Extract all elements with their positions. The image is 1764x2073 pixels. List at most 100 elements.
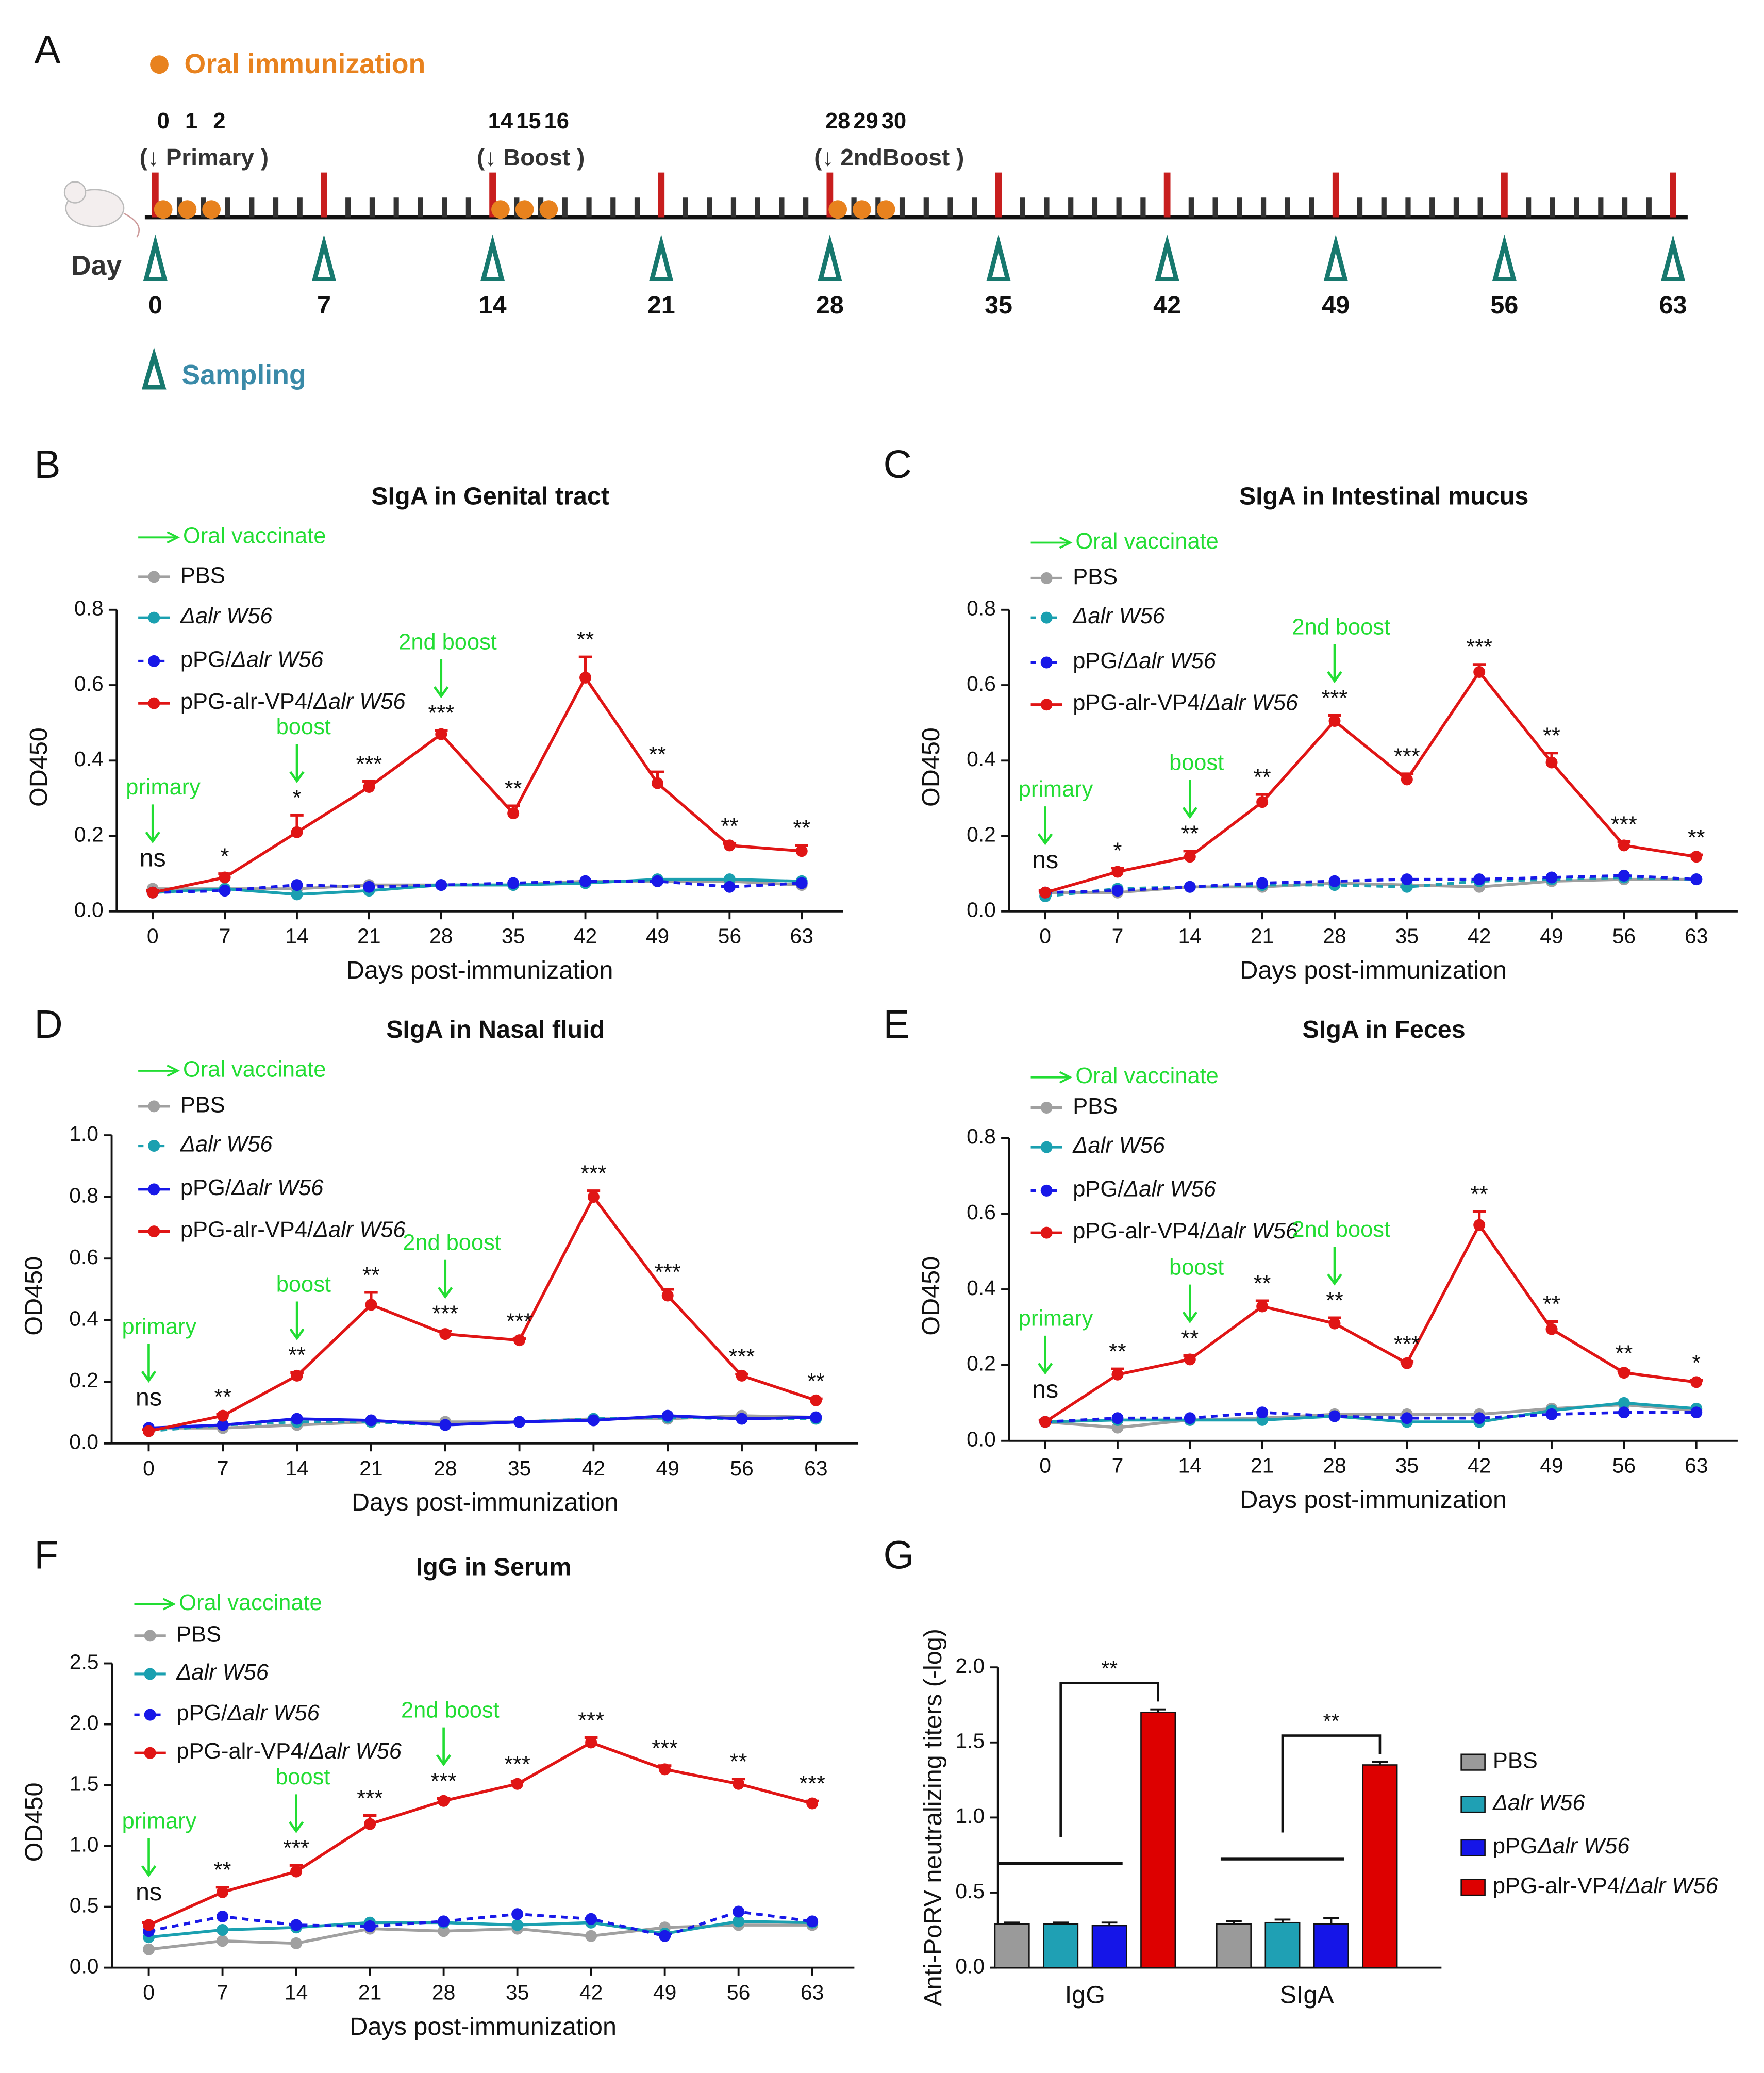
y-tick-label: 0.8 — [967, 596, 996, 620]
y-tick-label: 2.0 — [955, 1654, 985, 1678]
chart-title: SIgA in Genital tract — [371, 482, 609, 510]
event-label: primary — [1019, 777, 1093, 802]
significance-label: ** — [1109, 1339, 1126, 1364]
bar — [1216, 1923, 1252, 1968]
y-tick-label: 1.0 — [69, 1122, 98, 1146]
event-arrow — [145, 804, 160, 843]
data-point — [513, 1334, 526, 1347]
x-tick-label: 35 — [506, 1981, 529, 2004]
event-label: primary — [122, 1809, 197, 1834]
data-point — [1328, 875, 1341, 887]
data-point — [435, 728, 447, 740]
legend-marker — [1040, 656, 1053, 669]
data-point — [1039, 1416, 1052, 1428]
legend-marker — [1040, 1226, 1053, 1239]
event-arrow — [1037, 806, 1053, 845]
panel-label: G — [884, 1533, 914, 1577]
legend-marker — [144, 1747, 156, 1759]
error-bar — [1101, 1921, 1118, 1926]
data-point — [1473, 873, 1486, 886]
x-tick-label: 35 — [1395, 1454, 1419, 1478]
data-point — [1690, 1376, 1703, 1388]
data-point — [651, 777, 663, 789]
legend-text: PBS — [180, 563, 225, 588]
x-tick-label: 0 — [143, 1456, 155, 1480]
series-line — [148, 1740, 813, 1927]
legend-text: Oral vaccinate — [1075, 1064, 1218, 1088]
event-label: 2nd boost — [403, 1231, 501, 1255]
event-label: 2nd boost — [1292, 1217, 1390, 1242]
significance-label: ** — [214, 1858, 231, 1883]
data-point — [511, 1919, 524, 1931]
x-tick-label: 42 — [582, 1456, 605, 1480]
data-point — [1111, 866, 1124, 878]
data-point — [1184, 851, 1196, 863]
immunization-day: 30 — [881, 109, 906, 134]
x-tick-label: 28 — [429, 924, 453, 948]
x-tick-label: 56 — [1612, 1454, 1636, 1478]
data-point — [795, 845, 808, 857]
series-line — [148, 1194, 817, 1433]
x-axis-title: Days post-immunization — [1240, 956, 1507, 984]
legend-text: PBS — [1073, 565, 1118, 589]
x-tick-label: 63 — [801, 1981, 824, 2004]
data-point — [587, 1414, 600, 1427]
legend-text: pPG-alr-VP4/Δalr W56 — [180, 1218, 406, 1242]
significance-label: ** — [214, 1385, 231, 1409]
day-label: 28 — [816, 291, 844, 319]
event-label: boost — [275, 1765, 330, 1789]
sampling-triangle — [1660, 234, 1686, 282]
x-tick-label: 0 — [1039, 1454, 1051, 1478]
data-point — [217, 1886, 229, 1898]
legend-marker — [148, 571, 160, 583]
y-tick-label: 0.6 — [967, 1200, 996, 1224]
legend-arrowhead — [1059, 536, 1073, 549]
error-bar — [1226, 1920, 1242, 1925]
data-point — [1256, 877, 1269, 889]
x-tick-label: 35 — [1395, 924, 1419, 948]
immunization-day: 1 — [185, 109, 197, 134]
day-label: 49 — [1322, 291, 1350, 319]
legend-marker — [1040, 1184, 1053, 1197]
series-line — [153, 880, 802, 894]
event-arrow — [438, 1259, 453, 1299]
y-tick-label: 0.4 — [74, 747, 104, 771]
data-point — [217, 1923, 229, 1936]
immunization-dot — [876, 200, 895, 219]
data-point — [513, 1416, 526, 1428]
legend-swatch — [1460, 1839, 1486, 1856]
legend-text: Δalr W56 — [176, 1660, 269, 1685]
day-label: 56 — [1490, 291, 1518, 319]
legend-marker — [148, 1225, 160, 1238]
legend-text: pPG/Δalr W56 — [180, 648, 324, 672]
x-axis-title: Days post-immunization — [350, 2013, 617, 2041]
data-point — [579, 671, 592, 684]
data-point — [438, 1925, 450, 1937]
significance-label: * — [221, 844, 229, 869]
data-point — [810, 1411, 822, 1423]
data-point — [733, 1905, 745, 1918]
day-label: 63 — [1659, 291, 1687, 319]
x-tick-label: 49 — [1540, 924, 1563, 948]
x-tick-label: 56 — [730, 1456, 753, 1480]
significance-label: ** — [1543, 723, 1560, 748]
event-label: primary — [126, 775, 201, 800]
x-tick-label: 42 — [1468, 924, 1491, 948]
x-tick-label: 28 — [432, 1981, 455, 2004]
data-point — [435, 879, 447, 891]
significance-label: *** — [578, 1708, 604, 1733]
error-bar — [1274, 1918, 1291, 1923]
data-point — [507, 877, 520, 889]
x-tick-label: 14 — [1178, 1454, 1202, 1478]
x-tick-label: 63 — [1685, 1454, 1708, 1478]
legend-text: pPG/Δalr W56 — [1073, 649, 1216, 673]
y-tick-label: 0.6 — [74, 672, 104, 695]
x-axis-title: Days post-immunization — [346, 956, 613, 984]
y-tick-label: 0.2 — [967, 1352, 996, 1375]
x-tick-label: 49 — [646, 924, 669, 948]
significance-bracket — [1281, 1734, 1382, 1833]
x-tick-label: 28 — [1323, 924, 1346, 948]
legend-marker — [1040, 699, 1053, 711]
data-point — [365, 1414, 377, 1427]
legend-text: Oral vaccinate — [183, 1057, 326, 1082]
